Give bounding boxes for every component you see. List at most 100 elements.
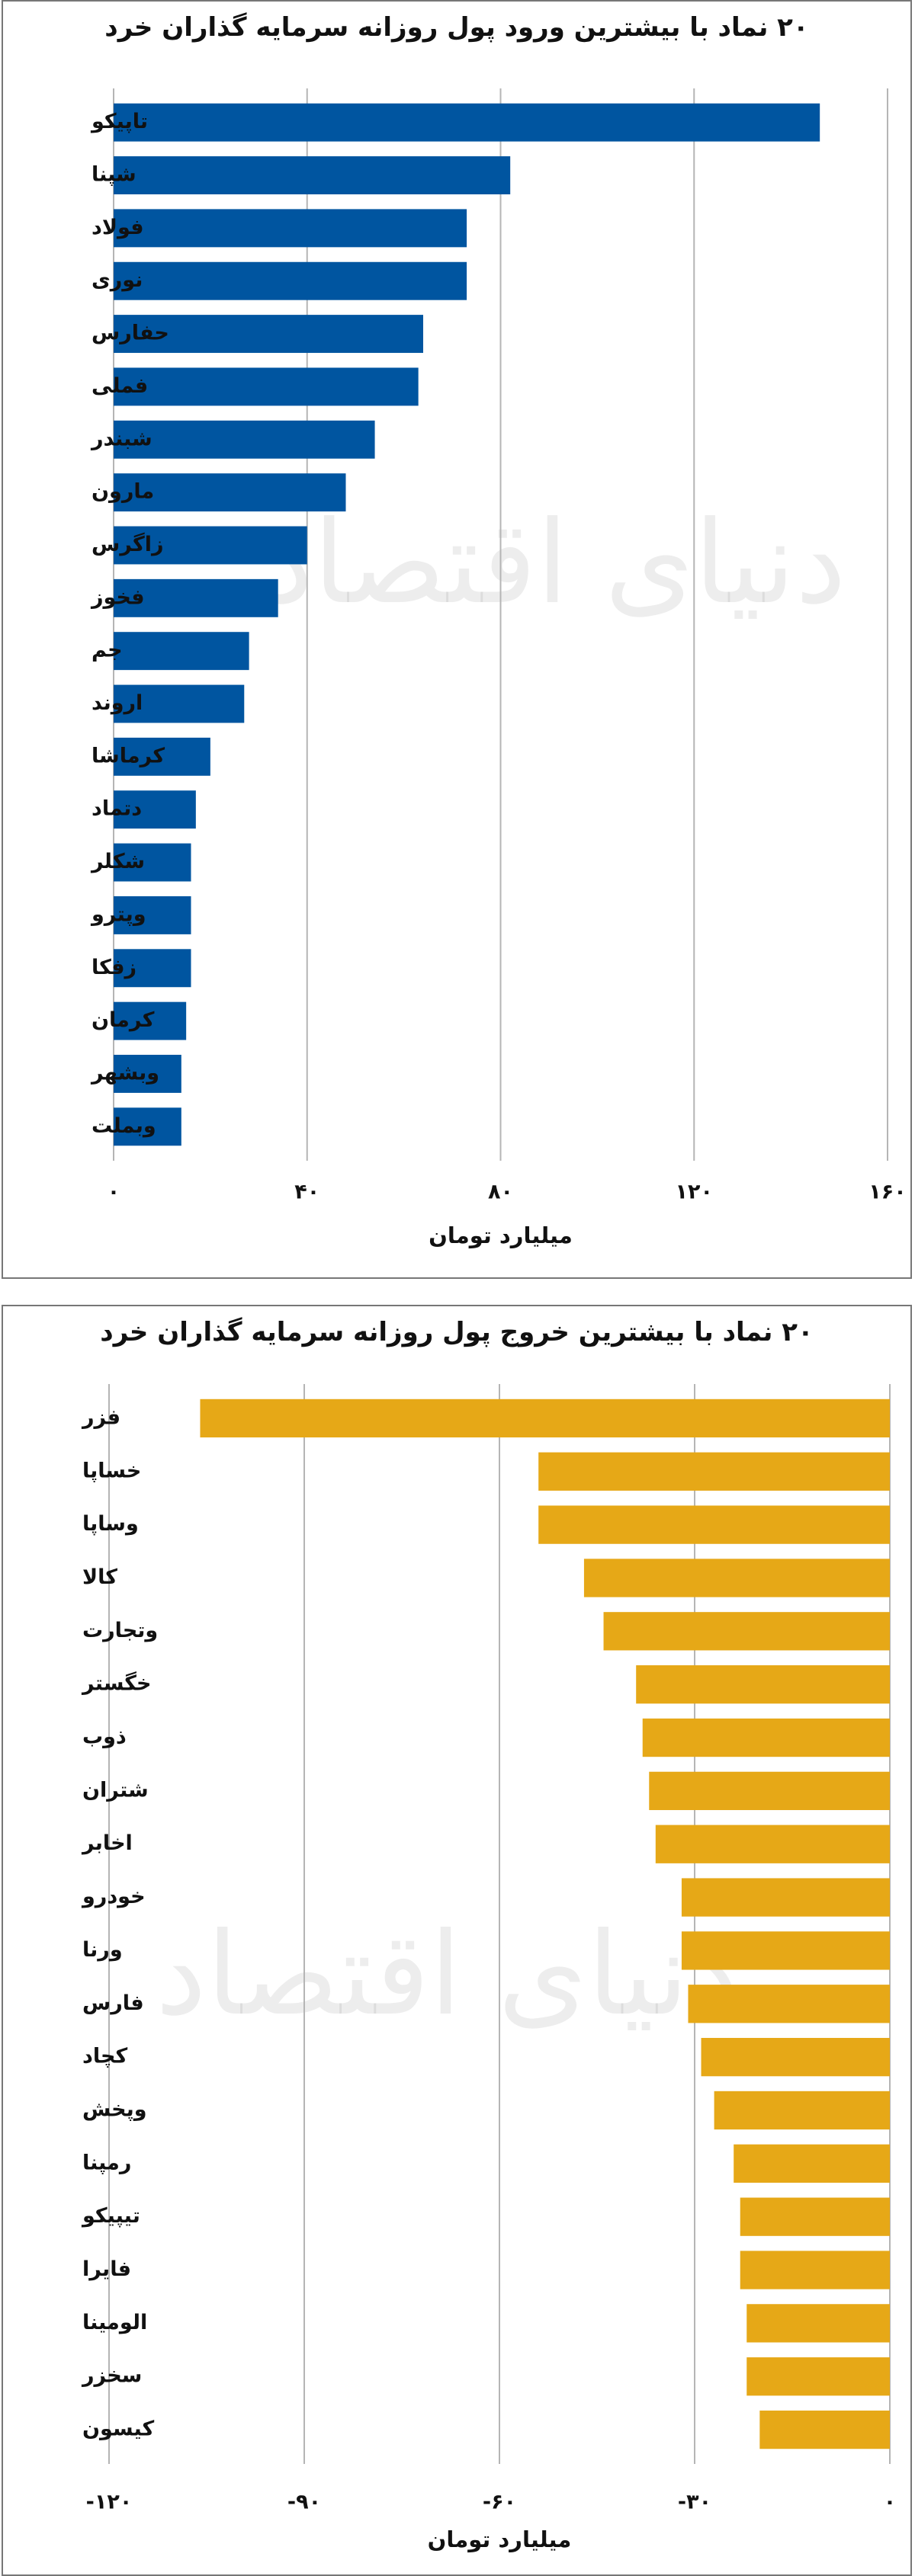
inflow-category-label: زفکا <box>92 956 136 979</box>
outflow-category-label: سخزر <box>81 2364 142 2388</box>
outflow-category-label: فارس <box>82 1991 144 2015</box>
inflow-category-label: حفارس <box>92 322 169 345</box>
inflow-bar-chart: تاپیکو شپنا فولاد نوری حفارس فملی شبندر مارون زا… <box>90 88 907 1248</box>
outflow-category-label: شتران <box>82 1778 149 1802</box>
inflow-tick-label: ۱۲۰ <box>676 1181 713 1204</box>
outflow-category-label: خودرو <box>81 1885 146 1908</box>
inflow-category-label: جم <box>92 639 123 662</box>
inflow-bar <box>114 473 346 512</box>
outflow-category-label: ذوب <box>82 1725 127 1749</box>
outflow-category-label: کالا <box>82 1565 117 1589</box>
outflow-category-labels: فزر خساپا وساپا کالا وتجارت خگستر ذوب شتران اخاب… <box>81 1405 158 2440</box>
inflow-bar <box>114 949 191 988</box>
outflow-bar <box>655 1825 890 1863</box>
inflow-category-label: تاپیکو <box>90 110 148 133</box>
inflow-bar <box>114 737 210 776</box>
outflow-bar <box>746 2304 890 2343</box>
outflow-tick-label: -۹۰ <box>287 2491 321 2514</box>
inflow-bar <box>114 526 307 565</box>
outflow-tick-labels: -۱۲۰ -۹۰ -۶۰ -۳۰ ۰ <box>86 2491 897 2514</box>
outflow-tick-label: -۳۰ <box>678 2491 711 2514</box>
inflow-category-label: فولاد <box>92 216 144 239</box>
outflow-bar <box>714 2091 890 2130</box>
inflow-category-label: زاگرس <box>92 532 164 556</box>
outflow-bar <box>200 1399 890 1438</box>
outflow-gridlines <box>108 1384 891 2464</box>
inflow-category-label: کرمان <box>92 1008 155 1032</box>
inflow-x-axis-label: میلیارد تومان <box>429 1222 573 1248</box>
outflow-category-label: خساپا <box>82 1459 141 1482</box>
outflow-bar <box>642 1718 890 1757</box>
outflow-bar-chart: فزر خساپا وساپا کالا وتجارت خگستر ذوب شتران اخاب… <box>81 1384 897 2552</box>
outflow-category-label: رمپنا <box>82 2151 131 2174</box>
outflow-category-label: ورنا <box>82 1938 123 1962</box>
inflow-chart-title: ۲۰ نماد با بیشترین ورود پول روزانه سرمای… <box>104 12 809 43</box>
outflow-bar <box>681 1878 890 1917</box>
inflow-tick-labels: ۰ ۴۰ ۸۰ ۱۲۰ ۱۶۰ <box>108 1181 907 1204</box>
outflow-category-label: کیسون <box>82 2417 154 2441</box>
outflow-category-label: فایرا <box>82 2257 131 2281</box>
outflow-category-label: کچاد <box>82 2045 127 2068</box>
inflow-bar <box>114 1001 187 1040</box>
inflow-category-label: شبندر <box>90 427 152 450</box>
outflow-bar <box>603 1612 890 1651</box>
inflow-bar <box>114 1107 181 1146</box>
inflow-tick-label: ۱۶۰ <box>868 1181 906 1204</box>
outflow-chart-panel: ۲۰ نماد با بیشترین خروج پول روزانه سرمای… <box>2 1305 912 2576</box>
outflow-category-label: الومینا <box>82 2311 147 2334</box>
outflow-bar <box>681 1931 890 1970</box>
outflow-bar <box>759 2410 890 2449</box>
inflow-category-label: فخوز <box>90 585 145 609</box>
inflow-bar <box>114 209 467 248</box>
outflow-bar <box>701 2037 890 2077</box>
outflow-bar <box>740 2197 890 2236</box>
outflow-bars <box>200 1399 890 2449</box>
inflow-bar <box>114 1055 181 1093</box>
outflow-bar <box>688 1985 890 2023</box>
inflow-category-label: اروند <box>92 691 143 715</box>
outflow-category-label: وساپا <box>82 1512 139 1536</box>
inflow-bar <box>114 420 375 459</box>
inflow-category-label: فملی <box>92 374 148 398</box>
outflow-category-label: اخابر <box>81 1831 133 1855</box>
outflow-tick-label: ۰ <box>884 2491 896 2514</box>
inflow-category-label: شکلر <box>90 850 145 873</box>
inflow-category-label: وپترو <box>90 902 146 926</box>
inflow-bar <box>114 103 820 142</box>
outflow-tick-label: -۶۰ <box>483 2491 516 2514</box>
inflow-category-label: وبشهر <box>90 1061 159 1085</box>
inflow-bar <box>114 261 467 300</box>
inflow-category-label: مارون <box>92 480 154 504</box>
outflow-category-label: خگستر <box>81 1671 151 1696</box>
inflow-bar <box>114 896 191 934</box>
inflow-bar <box>114 684 245 723</box>
inflow-chart-panel: ۲۰ نماد با بیشترین ورود پول روزانه سرمای… <box>2 0 912 1279</box>
outflow-bar <box>636 1665 890 1704</box>
inflow-bar <box>114 790 196 829</box>
inflow-category-label: دتماد <box>92 797 142 821</box>
inflow-bar <box>114 367 419 406</box>
inflow-category-label: نوری <box>92 268 143 292</box>
outflow-tick-label: -۱۲۰ <box>86 2491 133 2514</box>
outflow-bar <box>649 1771 890 1811</box>
inflow-bar <box>114 632 249 671</box>
outflow-category-label: فزر <box>81 1405 120 1429</box>
outflow-bar <box>740 2251 890 2289</box>
outflow-bar <box>583 1559 890 1597</box>
inflow-category-label: کرماشا <box>92 744 165 767</box>
inflow-bar <box>114 315 423 354</box>
outflow-category-label: وپخش <box>82 2097 147 2121</box>
inflow-category-label: وبملت <box>92 1114 156 1138</box>
inflow-bar <box>114 843 191 882</box>
outflow-category-label: وتجارت <box>82 1619 158 1642</box>
outflow-bar <box>538 1505 890 1544</box>
inflow-tick-label: ۰ <box>108 1181 120 1204</box>
outflow-bar <box>734 2144 890 2183</box>
inflow-bar <box>114 578 278 617</box>
outflow-bar <box>746 2357 890 2396</box>
inflow-category-labels: تاپیکو شپنا فولاد نوری حفارس فملی شبندر مارون زا… <box>90 110 169 1138</box>
inflow-category-label: شپنا <box>92 163 136 187</box>
inflow-tick-label: ۸۰ <box>488 1181 513 1204</box>
outflow-x-axis-label: میلیارد تومان <box>428 2526 572 2552</box>
inflow-tick-label: ۴۰ <box>294 1181 319 1204</box>
